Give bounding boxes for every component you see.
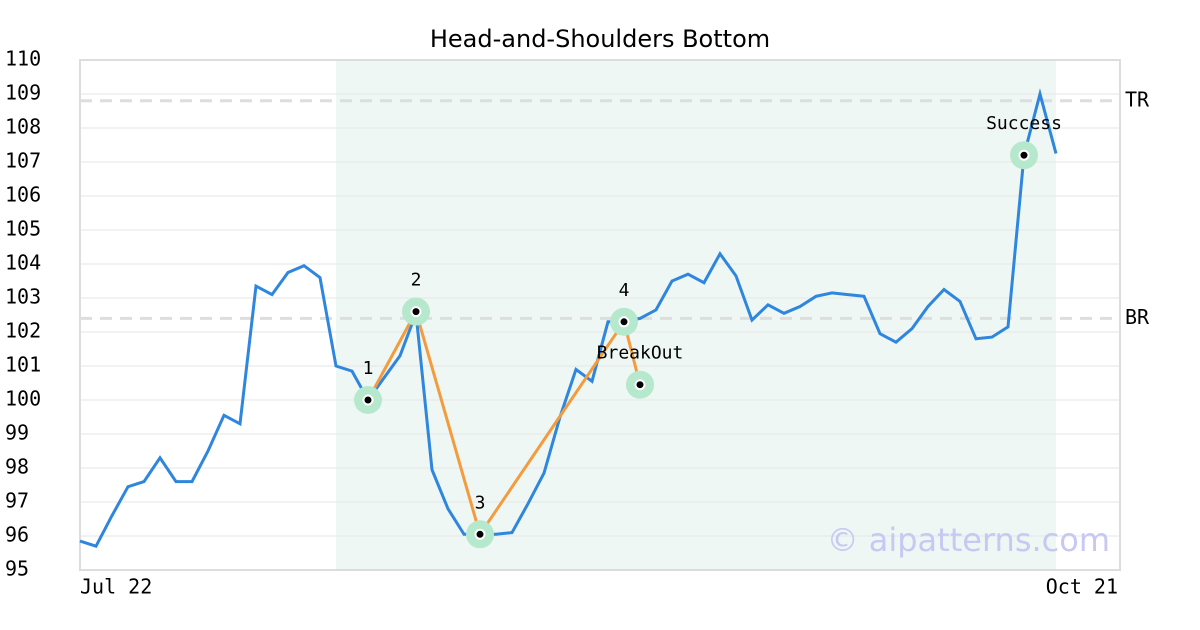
- y-tick-label: 106: [5, 183, 41, 207]
- y-tick-label: 95: [5, 557, 29, 581]
- plot-border: [79, 59, 1121, 571]
- pattern-dot: [1018, 149, 1030, 161]
- y-tick-label: 105: [5, 217, 41, 241]
- price-line: [79, 88, 1058, 549]
- pattern-dot: [618, 316, 630, 328]
- pattern-dot: [474, 528, 486, 540]
- y-tick-label: 98: [5, 455, 29, 479]
- y-tick-label: 100: [5, 387, 41, 411]
- pattern-label: 2: [411, 270, 422, 291]
- y-tick-label: 101: [5, 353, 41, 377]
- y-tick-label: 99: [5, 421, 29, 445]
- watermark: © aipatterns.com: [827, 521, 1110, 559]
- level-label: BR: [1125, 305, 1150, 329]
- pattern-label: Success: [986, 113, 1062, 134]
- pattern-dot: [362, 394, 374, 406]
- y-tick-label: 103: [5, 285, 41, 309]
- y-tick-label: 110: [5, 47, 41, 71]
- pattern-label: 4: [619, 280, 630, 301]
- pattern-region: [336, 60, 1056, 570]
- x-tick-label: Oct 21: [1046, 575, 1118, 599]
- y-tick-label: 97: [5, 489, 29, 513]
- pattern-dot: [634, 379, 646, 391]
- y-tick-label: 108: [5, 115, 41, 139]
- level-label: TR: [1125, 87, 1150, 111]
- y-tick-label: 109: [5, 81, 41, 105]
- chart-title: Head-and-Shoulders Bottom: [430, 25, 770, 53]
- y-tick-label: 96: [5, 523, 29, 547]
- x-tick-label: Jul 22: [80, 575, 152, 599]
- pattern-label: 3: [475, 492, 486, 513]
- y-tick-label: 107: [5, 149, 41, 173]
- pattern-label: 1: [363, 358, 374, 379]
- y-tick-label: 102: [5, 319, 41, 343]
- pattern-label: BreakOut: [597, 343, 684, 364]
- pattern-dot: [410, 306, 422, 318]
- y-tick-label: 104: [5, 251, 41, 275]
